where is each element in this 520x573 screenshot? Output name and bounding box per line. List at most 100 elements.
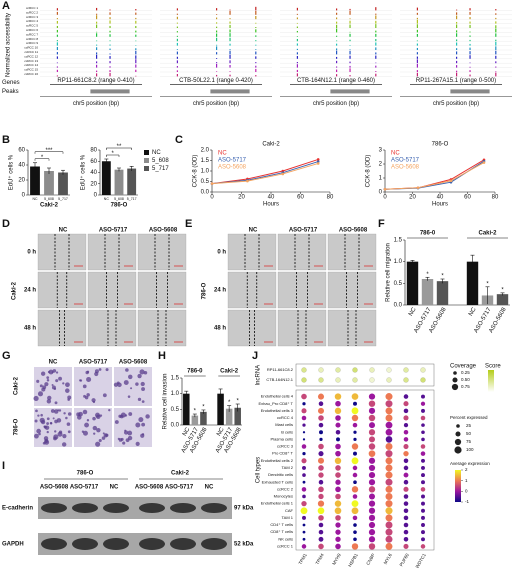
legend-dot [452,377,458,383]
expression-dot [368,436,376,443]
scratch-image [87,309,137,347]
cell-stain [81,430,85,433]
scratch-image [277,309,327,347]
sig-label: * [501,287,504,293]
expression-dot [334,457,342,465]
peak [216,8,218,11]
legend-dot [451,383,459,391]
peak [229,11,231,15]
peak [495,9,497,11]
row-label: 0 h [27,250,36,256]
expression-dot [302,473,306,477]
cell-stain [137,397,142,402]
peak [96,64,98,68]
coverage-dot [420,367,426,373]
cell-stain [46,430,49,434]
expression-dot [302,431,306,434]
peak [109,30,111,33]
peak [456,9,458,11]
peak-box [450,89,490,94]
peak [336,66,338,68]
legend-label: 50 [466,431,472,436]
peak [495,21,497,24]
peak [109,56,111,59]
protein-label: E-cadherin [2,506,33,512]
peak [176,56,178,59]
peak [56,18,58,20]
expression-dot [301,544,307,549]
x-tick-label: 80 [492,195,499,201]
row-label: 0 h [217,250,226,256]
axis-label: Hours [263,202,279,208]
expression-dot [368,493,376,500]
peak [336,8,338,11]
cell-stain [37,414,40,417]
x-tick-label: 60 [464,195,471,201]
y-tick-label: 0 [379,190,383,196]
peak [229,43,231,46]
peak [216,30,218,33]
peak [416,19,418,24]
cell-stain [54,430,57,433]
track-label: ccRCC 1 [26,6,38,10]
peak [495,55,497,59]
peak [96,61,98,64]
row-label: 24 h [214,288,226,294]
peak [349,65,351,68]
sig-bracket [34,158,50,161]
legend-dot [454,446,462,454]
panel-letter: A [2,0,10,12]
row-label: 786-O [14,418,20,435]
column-label: ASO-5717 [289,228,318,234]
peak [375,55,377,59]
peak [176,31,178,33]
gene-label: HSPB1 [347,552,359,568]
expression-dot [368,407,376,414]
cell-stain [78,411,83,417]
cell-stain [54,401,58,405]
cell-stain [66,422,71,426]
row-label: Caki-2 [14,376,20,395]
row-label: CAF [285,508,294,513]
cell-stain [141,400,145,403]
expression-dot [385,492,393,500]
peak [56,11,58,15]
peak [469,51,471,55]
peak [469,39,471,42]
peak [255,56,257,59]
peak [349,24,351,28]
scratch-image [327,271,377,309]
expression-dot [335,472,341,478]
expression-dot [334,393,342,400]
expression-dot [318,493,324,500]
peak [416,24,418,28]
expression-dot [301,415,307,421]
y-tick-label: 0.0 [201,190,210,196]
expression-dot [335,465,341,471]
cell-stain [46,399,52,404]
cell-stain [46,422,49,425]
cell-stain [98,438,102,443]
peak [176,8,178,11]
expression-dot [403,465,409,471]
expression-dot [353,523,357,527]
peak [469,74,471,77]
peak [56,69,58,72]
band [170,538,196,550]
peak [469,35,471,37]
expression-dot [302,438,306,441]
peak [216,71,218,72]
expression-dot [385,500,393,508]
peak [176,49,178,50]
peak [416,59,418,64]
point [316,162,320,165]
peak [109,53,111,55]
expression-dot [368,457,376,464]
expression-dot [368,443,376,450]
cell-stain [138,417,144,423]
coverage-dot [386,367,392,373]
expression-dot [302,402,306,406]
peak [349,68,351,72]
expression-dot [335,429,341,435]
sig-label: * [41,155,44,161]
